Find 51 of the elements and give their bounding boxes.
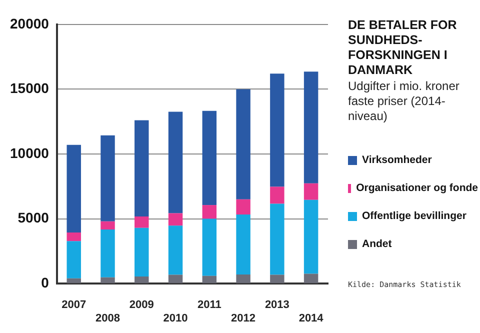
bar — [134, 276, 149, 284]
bar — [202, 110, 217, 206]
x-tick-label: 2013 — [264, 299, 290, 312]
legend-label: Virksomheder — [362, 154, 432, 166]
x-tick-label: 2014 — [298, 312, 324, 324]
bar — [168, 213, 183, 226]
y-tick-label: 15000 — [10, 80, 50, 96]
x-tick-label: 2012 — [231, 312, 256, 324]
bar — [236, 274, 250, 284]
bar — [304, 200, 318, 274]
bar — [270, 186, 284, 204]
bar — [304, 274, 318, 284]
legend-label: Andet — [362, 238, 392, 250]
y-tick-label: 10000 — [10, 144, 50, 161]
bar — [202, 205, 217, 219]
text: Udgifter i mio. kroner faste priser (2014-niveau) — [348, 79, 460, 124]
bar — [270, 274, 284, 284]
bar — [66, 144, 81, 233]
bar — [236, 199, 250, 215]
bar — [66, 232, 81, 242]
bar — [270, 74, 284, 187]
x-tick-label: 2011 — [197, 299, 222, 312]
bar — [134, 228, 149, 276]
x-tick-label: 2008 — [96, 312, 120, 324]
x-tick-label: 2009 — [129, 299, 154, 312]
bar — [134, 120, 149, 216]
bar — [168, 112, 183, 214]
bar — [168, 226, 183, 275]
bar — [304, 72, 318, 184]
bar — [100, 277, 115, 284]
legend-label: Organisationer og fonde — [356, 182, 478, 194]
y-tick-label: 5000 — [18, 210, 50, 226]
bar — [168, 274, 183, 284]
bar — [100, 230, 115, 278]
x-tick-label: 2007 — [62, 299, 86, 312]
bar — [66, 241, 81, 278]
bar — [100, 135, 115, 222]
y-tick-label: 20000 — [10, 15, 50, 32]
bar — [134, 216, 149, 228]
bar — [236, 214, 250, 275]
bar — [270, 204, 284, 275]
bar — [236, 89, 250, 200]
x-tick-label: 2010 — [163, 312, 188, 324]
bar — [202, 218, 217, 276]
bar — [304, 183, 318, 200]
y-tick-label: 0 — [41, 274, 50, 290]
text: DE BETALER FOR SUNDHEDS-FORSKNINGEN I DANMARK — [348, 18, 458, 78]
bar — [100, 221, 115, 230]
bar — [202, 276, 217, 284]
bar — [66, 278, 81, 284]
legend-label: Offentlige bevillinger — [362, 210, 466, 222]
